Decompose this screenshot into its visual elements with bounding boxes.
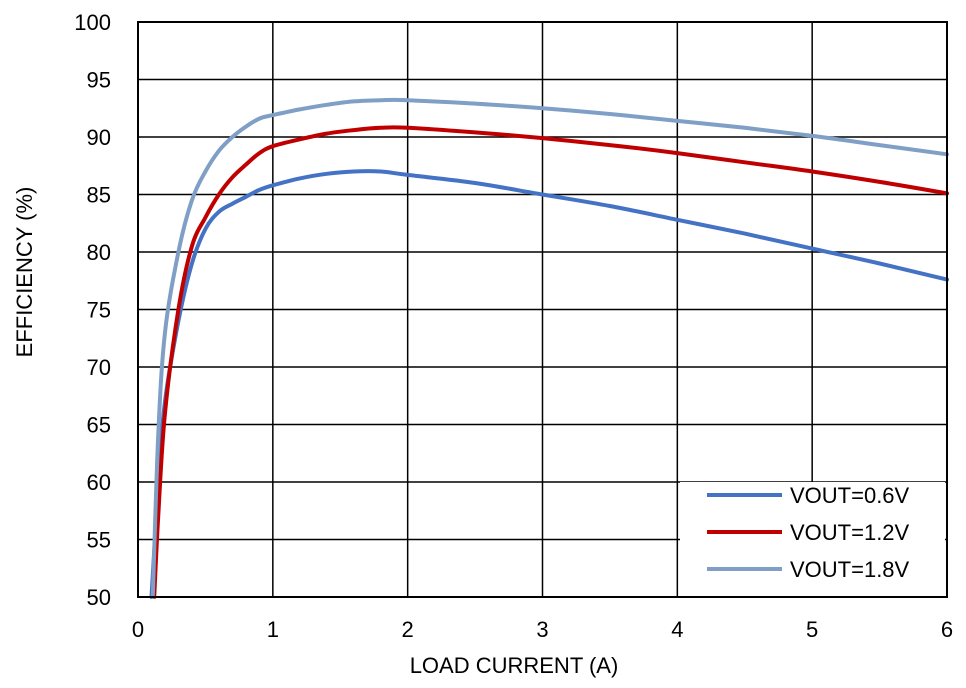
x-tick-label: 3: [536, 617, 548, 642]
legend-label: VOUT=1.2V: [790, 520, 910, 545]
series-line-2: [152, 125, 949, 599]
plot-frame: [137, 21, 948, 598]
grid-lines: [138, 22, 947, 597]
x-axis-label: LOAD CURRENT (A): [410, 653, 619, 678]
y-axis-label: EFFICIENCY (%): [12, 187, 37, 358]
y-tick-label: 50: [87, 585, 111, 610]
x-tick-labels: 0 1 2 3 4 5 6: [132, 617, 953, 642]
x-tick-label: 2: [402, 617, 414, 642]
legend: VOUT=0.6V VOUT=1.2V VOUT=1.8V: [680, 482, 945, 596]
y-tick-labels: 50 55 60 65 70 75 80 85 90 95 100: [74, 10, 111, 610]
y-tick-label: 65: [87, 413, 111, 438]
x-tick-label: 4: [671, 617, 683, 642]
y-tick-label: 100: [74, 10, 111, 35]
legend-label: VOUT=1.8V: [790, 557, 910, 582]
y-tick-label: 85: [87, 183, 111, 208]
y-tick-label: 70: [87, 355, 111, 380]
y-tick-label: 95: [87, 68, 111, 93]
legend-box: [680, 482, 945, 596]
x-tick-label: 0: [132, 617, 144, 642]
y-tick-label: 60: [87, 470, 111, 495]
legend-label: VOUT=0.6V: [790, 483, 910, 508]
y-tick-label: 55: [87, 528, 111, 553]
y-tick-label: 75: [87, 298, 111, 323]
y-tick-label: 90: [87, 125, 111, 150]
series-layer: [149, 97, 949, 599]
series-line-3: [150, 97, 949, 599]
x-tick-label: 6: [941, 617, 953, 642]
y-tick-label: 80: [87, 240, 111, 265]
x-tick-label: 1: [267, 617, 279, 642]
x-tick-label: 5: [806, 617, 818, 642]
